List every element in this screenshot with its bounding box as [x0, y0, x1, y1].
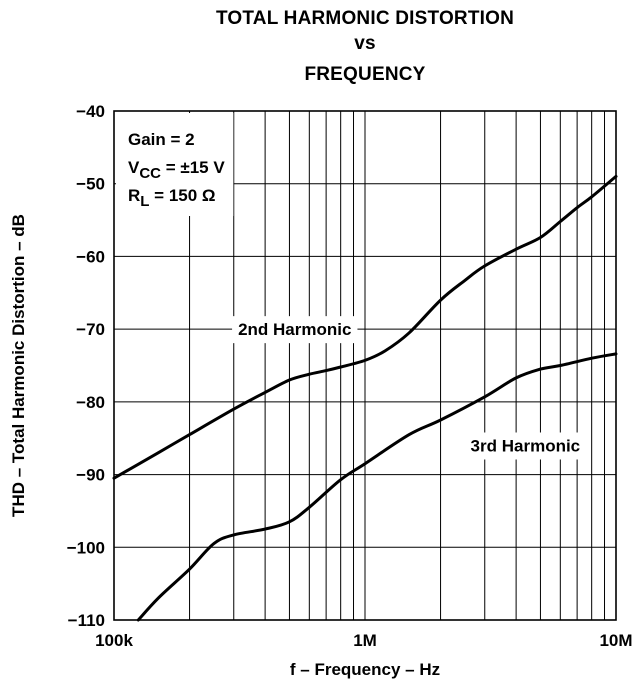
series-label-3rd-harmonic: 3rd Harmonic — [471, 436, 581, 455]
y-tick-labels: −40 −50 −60 −70 −80 −90 −100 −110 — [67, 102, 105, 630]
series-line-3rd-harmonic — [136, 352, 618, 622]
series-label-2nd-harmonic: 2nd Harmonic — [238, 320, 351, 339]
series-line-2nd-harmonic — [112, 174, 618, 480]
vcc-symbol: V — [128, 158, 140, 177]
vcc-note: VCC = ±15 V — [128, 158, 225, 182]
y-tick-label: −70 — [76, 320, 105, 339]
y-tick-label: −60 — [76, 247, 105, 266]
rl-note: RL = 150 Ω — [128, 186, 216, 210]
plot-frame — [113, 110, 617, 621]
conditions-backing — [116, 113, 234, 216]
conditions-box: Gain = 2 VCC = ±15 V RL = 150 Ω — [116, 113, 234, 216]
series-layer — [112, 174, 618, 622]
vcc-value: = ±15 V — [161, 158, 225, 177]
label-backing — [464, 432, 587, 460]
y-tick-label: −90 — [76, 466, 105, 485]
vcc-subscript: CC — [139, 165, 161, 182]
label-backing — [232, 316, 358, 344]
y-tick-label: −110 — [68, 611, 105, 630]
rl-subscript: L — [140, 193, 149, 210]
chart-title-line-2: vs — [354, 33, 376, 54]
y-tick-label: −80 — [76, 393, 105, 412]
y-tick-label: −50 — [76, 175, 105, 194]
x-axis-label: f – Frequency – Hz — [290, 660, 440, 679]
gain-note: Gain = 2 — [128, 130, 195, 149]
rl-symbol: R — [128, 186, 140, 205]
y-axis-label: THD – Total Harmonic Distortion – dB — [9, 214, 28, 517]
rl-value: = 150 Ω — [149, 186, 215, 205]
x-tick-label: 1M — [353, 631, 377, 650]
x-tick-labels: 100k 1M 10M — [95, 631, 632, 650]
y-tick-label: −100 — [67, 538, 105, 557]
chart-title-line-1: TOTAL HARMONIC DISTORTION — [215, 8, 515, 29]
chart-title-line-3: FREQUENCY — [304, 64, 426, 85]
x-tick-label: 100k — [95, 631, 133, 650]
x-tick-label: 10M — [599, 631, 632, 650]
y-tick-label: −40 — [76, 102, 105, 121]
